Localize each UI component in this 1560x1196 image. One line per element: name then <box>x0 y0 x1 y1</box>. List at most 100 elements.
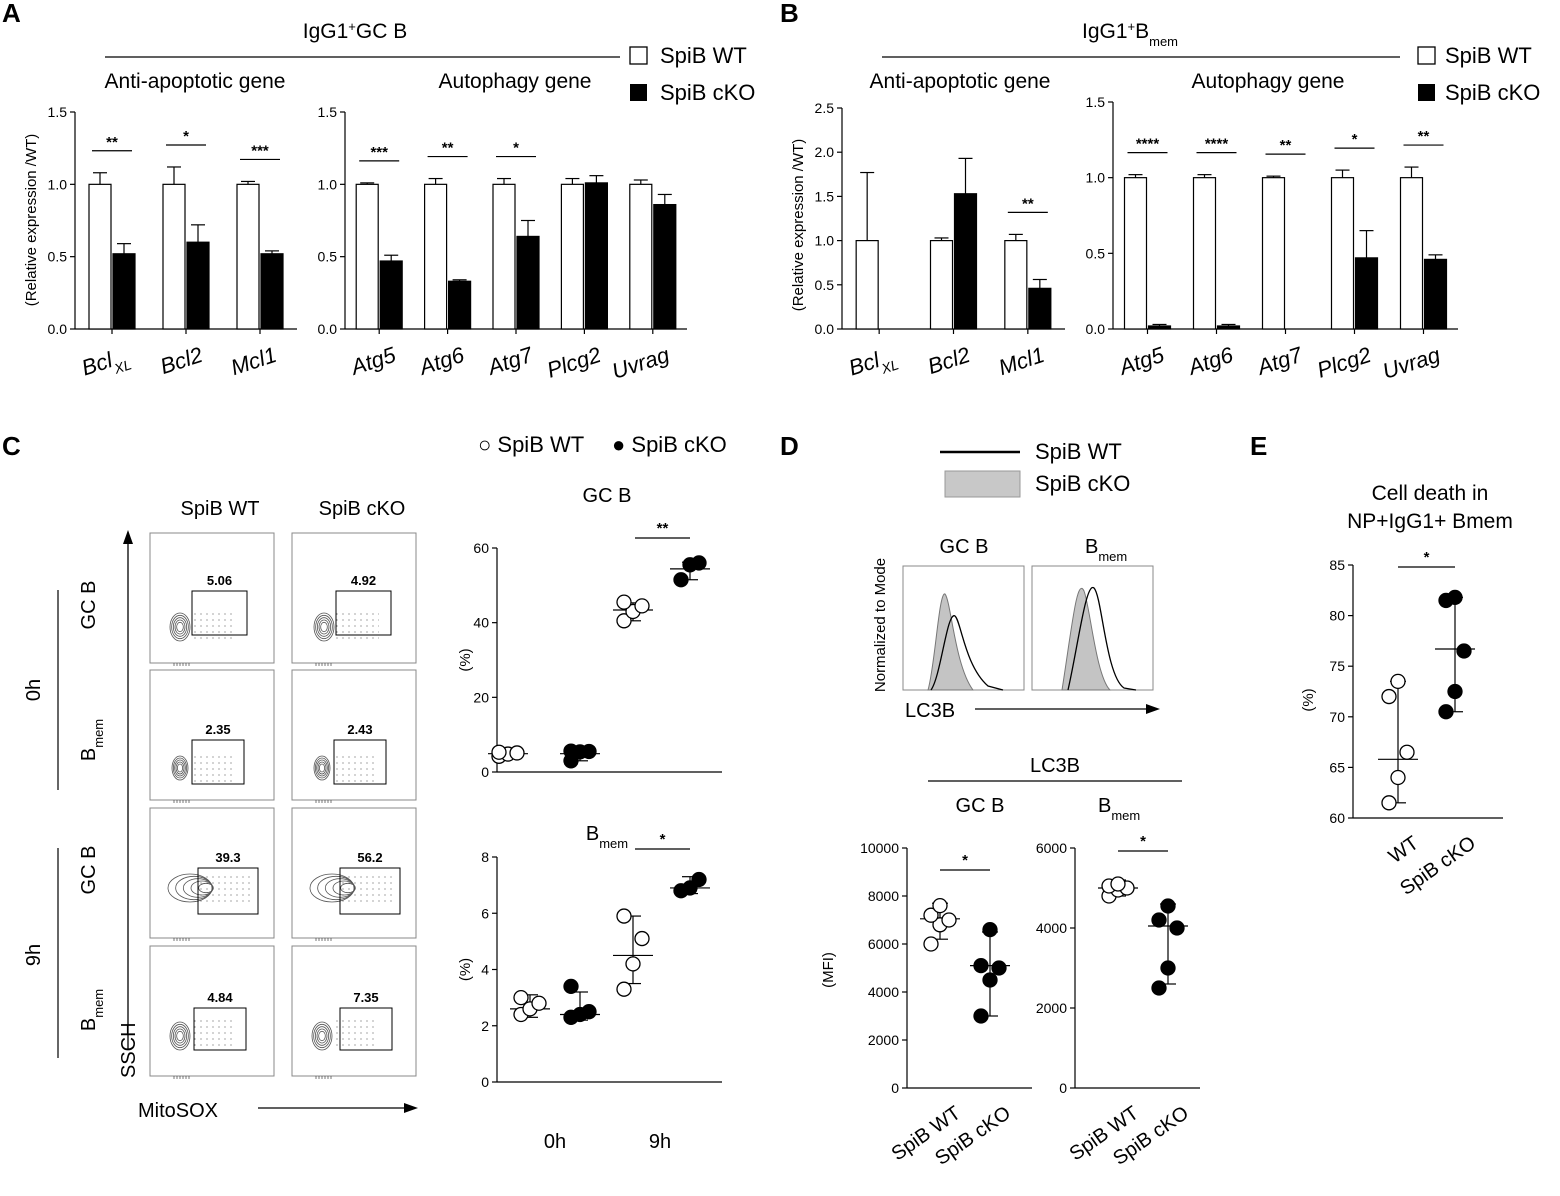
data-point <box>691 871 707 888</box>
panel-b-ylabel: (Relative expression /WT) <box>790 139 807 312</box>
y-tick-label: 10000 <box>860 840 899 856</box>
flow-events <box>342 872 392 902</box>
significance-label: **** <box>1136 136 1160 153</box>
panel-b-title: IgG1+Bmem <box>1082 19 1178 49</box>
flow-gate <box>191 590 248 636</box>
y-tick-label: 0.5 <box>48 249 68 265</box>
bar-wt-Atg6 <box>424 183 448 330</box>
bar-wt-Atg6 <box>1192 177 1217 330</box>
significance-label: * <box>1352 131 1358 148</box>
flow-col-wt: SpiB WT <box>181 498 260 520</box>
flow-xaxis-label: MitoSOX <box>138 1100 218 1122</box>
flow-contour <box>317 761 327 775</box>
flow-plot: 39.3 <box>149 807 275 941</box>
chart-a-autophagy: 0.0 0.5 1.0 1.5 *** Atg5 ** Atg6 * Atg7 Plcg2 Uvrag <box>318 104 687 384</box>
data-point <box>1160 898 1176 914</box>
y-tick-label: 40 <box>473 615 489 631</box>
data-point <box>691 555 707 571</box>
significance-label: ** <box>1418 128 1430 145</box>
flow-gate-value: 4.84 <box>207 990 233 1005</box>
xtick-Uvrag: Uvrag <box>609 342 673 384</box>
flow-contour <box>171 1023 189 1049</box>
y-tick-label: 70 <box>1329 709 1345 725</box>
xtick-Atg6: Atg6 <box>1183 342 1236 381</box>
flow-plots: 5.06 4.92 2.35 2.43 39.3 56.2 4.84 7.35 <box>149 532 417 1079</box>
flow-plot: 7.35 <box>291 945 417 1079</box>
data-point <box>1381 795 1397 811</box>
significance-label: *** <box>370 144 388 161</box>
y-tick-label: 4000 <box>868 984 899 1000</box>
y-tick-label: 6 <box>481 905 489 921</box>
flow-col-cko: SpiB cKO <box>319 498 406 520</box>
y-axis-label: (%) <box>457 958 474 981</box>
xtick-Atg6: Atg6 <box>414 342 467 381</box>
data-point <box>509 745 525 761</box>
flow-frame <box>291 532 417 664</box>
bar-cko-Atg7 <box>516 235 540 330</box>
hist-bmem-title: Bmem <box>1085 536 1127 564</box>
flow-contour <box>318 763 326 773</box>
flow-gate <box>197 867 259 915</box>
flow-contour <box>171 614 189 640</box>
y-tick-label: 2.5 <box>815 100 835 116</box>
flow-events <box>332 1020 374 1050</box>
flow-plot: 2.43 <box>291 669 417 803</box>
y-tick-label: 60 <box>473 540 489 556</box>
y-tick-label: 1.5 <box>318 104 338 120</box>
y-tick-label: 0 <box>481 1074 489 1090</box>
xtick-Atg7: Atg7 <box>1252 342 1305 381</box>
hist-ylabel: Normalized to Mode <box>872 558 889 692</box>
panel-letter-d: D <box>780 431 799 461</box>
panel-letter-e: E <box>1250 431 1267 461</box>
data-point <box>982 921 998 938</box>
x-category-label: WT <box>1385 832 1423 868</box>
data-point <box>634 930 650 947</box>
panel-letter-a: A <box>2 0 21 28</box>
flow-gate <box>191 739 245 785</box>
flow-contour <box>318 1030 326 1042</box>
bar-cko-Bcl2 <box>953 193 978 330</box>
data-point <box>1447 683 1463 700</box>
data-point <box>581 743 597 760</box>
y-tick-label: 0.0 <box>815 321 835 337</box>
significance-label: ** <box>657 520 669 537</box>
panel-b-subtitle-apoptotic: Anti-apoptotic gene <box>870 70 1051 93</box>
flow-contour <box>316 617 332 637</box>
flow-contour <box>315 614 333 640</box>
data-point <box>1456 643 1472 659</box>
flow-plot: 5.06 <box>149 532 275 666</box>
data-point <box>1381 688 1397 705</box>
d-gcb-title: GC B <box>956 795 1005 817</box>
y-tick-label: 4 <box>481 962 489 978</box>
flow-events <box>332 752 374 782</box>
data-point <box>1447 589 1463 606</box>
histogram-wt <box>930 615 1004 691</box>
flow-events <box>190 611 235 641</box>
bar-cko-BclXL <box>112 253 136 330</box>
y-tick-label: 1.5 <box>48 104 68 120</box>
flow-plot: 2.35 <box>149 669 275 803</box>
histogram-wt <box>1067 587 1137 691</box>
data-point <box>616 908 632 924</box>
bar-wt-Bcl2 <box>929 240 954 330</box>
significance-label: ** <box>1280 137 1292 154</box>
significance-label: **** <box>1205 136 1229 153</box>
bar-cko-Mcl1 <box>260 253 284 330</box>
histograms <box>902 565 1154 691</box>
data-point <box>973 957 989 974</box>
panel-b-subtitle-autophagy: Autophagy gene <box>1192 70 1345 93</box>
flow-contour <box>171 755 189 781</box>
xtick-Plcg2: Plcg2 <box>1314 342 1374 383</box>
significance-label: ** <box>1022 195 1034 212</box>
y-tick-label: 0.5 <box>1086 245 1106 261</box>
chart-a-apoptotic: 0.0 0.5 1.0 1.5 ** BclXL * Bcl2 *** Mcl1 <box>48 104 297 380</box>
data-point <box>973 1008 989 1024</box>
flow-gate <box>335 590 392 636</box>
flow-gate <box>193 1007 247 1051</box>
y-tick-label: 60 <box>1329 810 1345 826</box>
flow-gate-value: 2.43 <box>347 722 372 737</box>
legend-d-cko-swatch <box>944 470 1021 498</box>
data-point <box>673 572 689 588</box>
legend-b-wt-label: SpiB WT <box>1445 43 1532 68</box>
